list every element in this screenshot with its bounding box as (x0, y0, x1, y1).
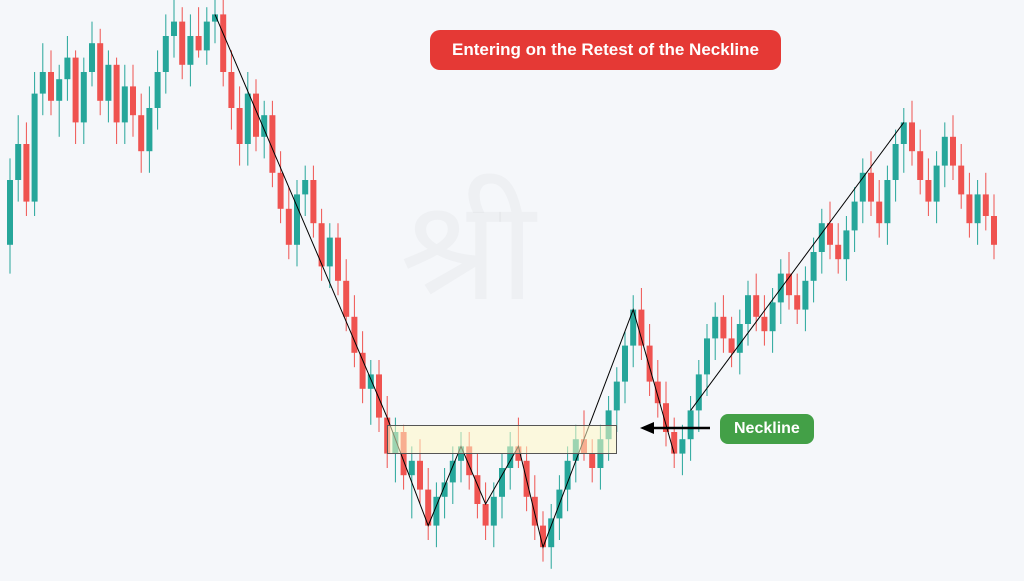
chart-svg (0, 0, 1024, 576)
neckline-zone (387, 425, 617, 454)
chart-title-badge: Entering on the Retest of the Neckline (430, 30, 781, 70)
candlestick-chart (0, 0, 1024, 576)
neckline-label: Neckline (720, 414, 814, 444)
